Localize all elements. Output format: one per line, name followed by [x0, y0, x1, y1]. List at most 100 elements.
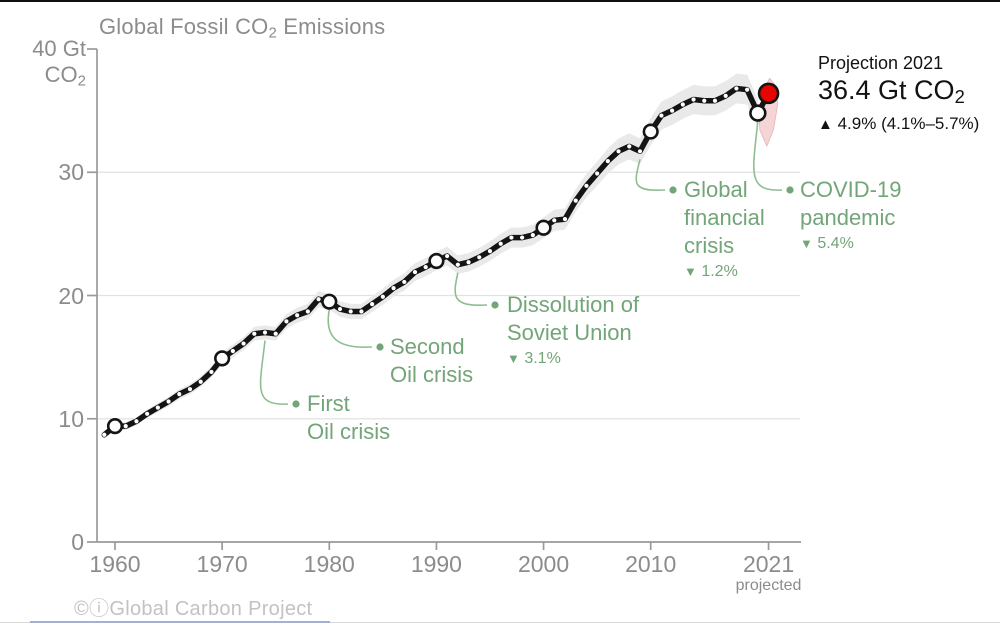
- projection-value-text: 36.4 Gt CO: [818, 75, 955, 105]
- year-dot-2001: [552, 218, 557, 223]
- y-axis-label-30: 30: [58, 159, 84, 186]
- cc-license-icons: ©ⓘ: [74, 598, 110, 620]
- year-dot-1978: [305, 309, 310, 314]
- year-dot-1964: [155, 405, 160, 410]
- y-axis-unit-co2: CO2: [0, 62, 86, 94]
- annotation-line: Second: [390, 334, 465, 359]
- year-dot-2007: [616, 149, 621, 154]
- projection-change: ▲ 4.9% (4.1%–5.7%): [818, 113, 979, 136]
- y-axis-unit-co: CO: [44, 62, 78, 87]
- projection-callout: Projection 2021 36.4 Gt CO2 ▲ 4.9% (4.1%…: [818, 52, 979, 136]
- projection-value-subscript: 2: [954, 86, 965, 108]
- annotation-percent-covid-pandemic: ▼ 5.4%: [800, 235, 854, 252]
- projection-label: Projection 2021: [818, 53, 944, 73]
- y-axis-label-10: 10: [58, 405, 84, 432]
- year-dot-1971: [230, 348, 235, 354]
- year-dot-2014: [691, 97, 696, 102]
- x-axis-label-2010: 2010: [625, 551, 677, 577]
- up-triangle-icon: ▲: [818, 116, 833, 134]
- year-dot-1999: [530, 233, 535, 238]
- year-dot-1979: [316, 297, 321, 302]
- year-dot-1995: [487, 249, 493, 254]
- annotation-financial-crisis: Global financial crisis ▼ 1.2%: [684, 176, 765, 284]
- annotation-line: Global: [684, 177, 748, 202]
- connector-first-oil-crisis: [259, 340, 289, 405]
- year-dot-1994: [477, 255, 482, 260]
- decade-marker-1980: [321, 293, 338, 310]
- annotation-percent-soviet-union: ▼ 3.1%: [507, 350, 561, 367]
- bullet-covid-pandemic: [786, 186, 794, 194]
- annotation-line: Soviet Union: [507, 320, 632, 345]
- connector-financial-crisis: [635, 159, 666, 192]
- year-dot-1985: [380, 294, 385, 299]
- year-dot-2004: [584, 183, 589, 188]
- year-dot-2013: [680, 102, 685, 107]
- year-dot-2019: [745, 87, 750, 92]
- x-axis-label-1970: 1970: [196, 551, 248, 577]
- year-dot-2011: [659, 113, 664, 118]
- year-dot-1959: [102, 432, 107, 437]
- projection-value: 36.4 Gt CO2: [818, 75, 979, 112]
- year-dot-1977: [295, 313, 300, 318]
- annotation-second-oil-crisis: Second Oil crisis: [390, 333, 473, 389]
- year-dot-1974: [262, 330, 268, 335]
- year-dot-2002: [562, 216, 568, 222]
- annotation-line: Dissolution of: [507, 292, 640, 317]
- annotation-line: Oil crisis: [307, 419, 391, 444]
- year-dot-1966: [177, 392, 182, 397]
- decade-marker-1970: [214, 350, 231, 367]
- annotation-line: financial: [684, 205, 765, 230]
- year-dot-1997: [509, 235, 514, 240]
- year-dot-1982: [348, 309, 353, 314]
- down-triangle-icon: ▼: [684, 264, 697, 279]
- year-dot-1968: [198, 379, 203, 384]
- decade-marker-2010: [642, 123, 659, 140]
- year-dot-1981: [337, 306, 343, 312]
- year-dot-2008: [627, 144, 632, 149]
- connector-second-oil-crisis: [327, 309, 373, 348]
- y-axis-label-20: 20: [58, 282, 84, 309]
- y-axis-unit-label: 40 Gt CO2: [0, 36, 86, 94]
- annotation-line: crisis: [684, 233, 735, 258]
- x-axis-label-1980: 1980: [303, 551, 355, 577]
- decade-marker-2000: [535, 219, 552, 236]
- year-dot-1967: [187, 387, 193, 392]
- projected-label: projected: [735, 577, 802, 594]
- credit-text: Global Carbon Project: [109, 598, 313, 620]
- chart-title: Global Fossil CO2 Emissions: [99, 14, 385, 41]
- annotation-soviet-union: Dissolution of Soviet Union ▼ 3.1%: [507, 291, 639, 371]
- connector-soviet-union: [454, 272, 488, 306]
- year-dot-1965: [166, 399, 171, 404]
- x-axis-label-2021: 2021: [742, 551, 795, 577]
- annotation-percent-financial-crisis: ▼ 1.2%: [684, 263, 738, 280]
- annotation-line: COVID-19: [800, 177, 902, 202]
- annotation-line: Oil crisis: [390, 362, 474, 387]
- year-dot-1984: [370, 302, 375, 307]
- chart-title-text: Global Fossil CO: [99, 14, 269, 39]
- year-dot-1962: [134, 419, 139, 424]
- year-dot-2012: [670, 108, 675, 113]
- decade-marker-1960: [106, 418, 124, 435]
- projection-point-2021: [757, 82, 780, 105]
- bullet-financial-crisis: [669, 186, 677, 194]
- year-dot-1963: [145, 411, 150, 416]
- year-dot-1961: [123, 424, 128, 429]
- year-dot-1988: [412, 269, 418, 275]
- year-dot-1991: [445, 253, 450, 259]
- year-dot-1969: [209, 369, 214, 375]
- year-dot-2005: [595, 171, 600, 176]
- bullet-second-oil-crisis: [376, 343, 384, 351]
- bullet-soviet-union: [491, 301, 499, 309]
- chart-title-text-end: Emissions: [277, 14, 386, 39]
- year-dot-1972: [241, 341, 246, 346]
- credit-line: ©ⓘGlobal Carbon Project: [74, 592, 312, 621]
- year-dot-1989: [423, 265, 428, 270]
- bottom-accent-bar: [30, 621, 330, 623]
- down-triangle-icon: ▼: [800, 236, 813, 251]
- connector-covid-pandemic: [753, 121, 783, 191]
- year-dot-1992: [455, 262, 460, 267]
- annotation-covid-pandemic: COVID-19 pandemic ▼ 5.4%: [800, 176, 901, 256]
- year-dot-2016: [712, 98, 718, 103]
- projection-change-text: 4.9% (4.1%–5.7%): [837, 114, 980, 134]
